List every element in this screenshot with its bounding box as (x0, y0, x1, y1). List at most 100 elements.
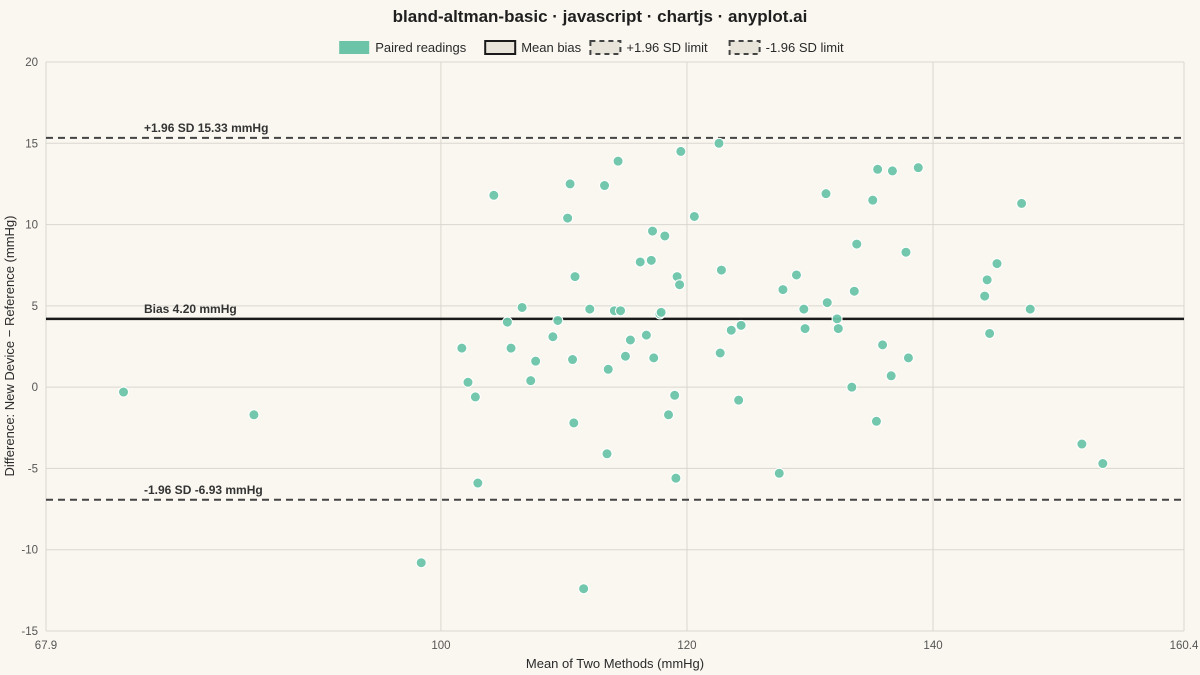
y-tick-label: 10 (25, 220, 38, 232)
y-axis-label: Difference: New Device − Reference (mmHg… (2, 216, 17, 477)
legend-swatch (339, 41, 370, 54)
data-point (886, 165, 898, 177)
data-point (715, 264, 727, 276)
data-point (1076, 438, 1088, 450)
data-point (777, 284, 789, 296)
reference-lines (46, 136, 1184, 501)
data-point (599, 180, 611, 192)
data-point (578, 583, 590, 595)
data-point (634, 256, 646, 268)
data-point (851, 238, 863, 250)
data-point (647, 225, 659, 237)
data-point (501, 316, 513, 328)
data-point (472, 477, 484, 489)
y-tick-label: -5 (28, 463, 38, 475)
data-point (462, 376, 474, 388)
data-point (912, 162, 924, 174)
data-point (505, 342, 517, 354)
data-point (725, 324, 737, 336)
data-point (1024, 303, 1036, 315)
data-point (645, 254, 657, 266)
y-tick-label: 5 (32, 301, 38, 313)
data-point (118, 386, 130, 398)
legend-label: -1.96 SD limit (766, 40, 844, 55)
x-tick-label: 100 (431, 640, 450, 652)
data-point (675, 145, 687, 157)
legend-swatch (589, 40, 622, 55)
data-point (655, 306, 667, 318)
data-point (568, 417, 580, 429)
data-point (981, 274, 993, 286)
data-point (991, 258, 1003, 270)
data-point (688, 210, 700, 222)
data-point (846, 381, 858, 393)
data-point (674, 279, 686, 291)
data-point (547, 331, 559, 343)
data-point (870, 415, 882, 427)
x-tick-label: 67.9 (35, 640, 57, 652)
data-point (867, 194, 879, 206)
bias-annotation: Bias 4.20 mmHg (144, 302, 237, 316)
data-point (569, 271, 581, 283)
legend-label: +1.96 SD limit (626, 40, 708, 55)
data-point (612, 155, 624, 167)
data-point (552, 314, 564, 326)
data-point (1097, 458, 1109, 470)
y-tick-label: -10 (21, 545, 38, 557)
data-point (831, 313, 843, 325)
data-point (979, 290, 991, 302)
data-point (615, 305, 627, 317)
data-point (562, 212, 574, 224)
data-point (624, 334, 636, 346)
legend-label: Mean bias (521, 40, 581, 55)
data-point (798, 303, 810, 315)
data-point (900, 246, 912, 258)
data-point (902, 352, 914, 364)
data-point (820, 188, 832, 200)
data-point (619, 350, 631, 362)
data-point (584, 303, 596, 315)
data-point (735, 319, 747, 331)
data-point (670, 472, 682, 484)
grid (45, 61, 1185, 632)
data-point (714, 347, 726, 359)
data-point (669, 389, 681, 401)
data-point (648, 352, 660, 364)
data-point (602, 363, 614, 375)
data-point (525, 375, 537, 387)
data-point (872, 163, 884, 175)
data-point (848, 285, 860, 297)
x-tick-label: 140 (923, 640, 942, 652)
data-point (799, 323, 811, 335)
data-point (1016, 197, 1028, 209)
legend: Paired readings Mean bias +1.96 SD limit -1… (339, 40, 844, 55)
data-point (984, 327, 996, 339)
legend-swatch (484, 40, 517, 55)
y-tick-label: 20 (25, 57, 38, 69)
points-layer (118, 137, 1109, 595)
data-point (877, 339, 889, 351)
data-point (773, 467, 785, 479)
data-point (567, 354, 579, 366)
data-point (733, 394, 745, 406)
upper-limit-annotation: +1.96 SD 15.33 mmHg (144, 121, 268, 135)
data-point (790, 269, 802, 281)
data-point (713, 137, 725, 149)
data-point (601, 448, 613, 460)
y-tick-label: -15 (21, 626, 38, 638)
ticks: 20 15 10 5 0 -5 -10 -15 67.9 100 120 140 160.4 (21, 57, 1199, 652)
data-point (530, 355, 542, 367)
data-point (415, 557, 427, 569)
lower-limit-annotation: -1.96 SD -6.93 mmHg (144, 483, 263, 497)
data-point (659, 230, 671, 242)
x-axis-label: Mean of Two Methods (mmHg) (526, 656, 704, 671)
y-tick-label: 0 (32, 382, 38, 394)
y-tick-label: 15 (25, 138, 38, 150)
x-tick-label: 160.4 (1170, 640, 1199, 652)
data-point (469, 391, 481, 403)
data-point (456, 342, 468, 354)
data-point (488, 189, 500, 201)
x-tick-label: 120 (677, 640, 696, 652)
